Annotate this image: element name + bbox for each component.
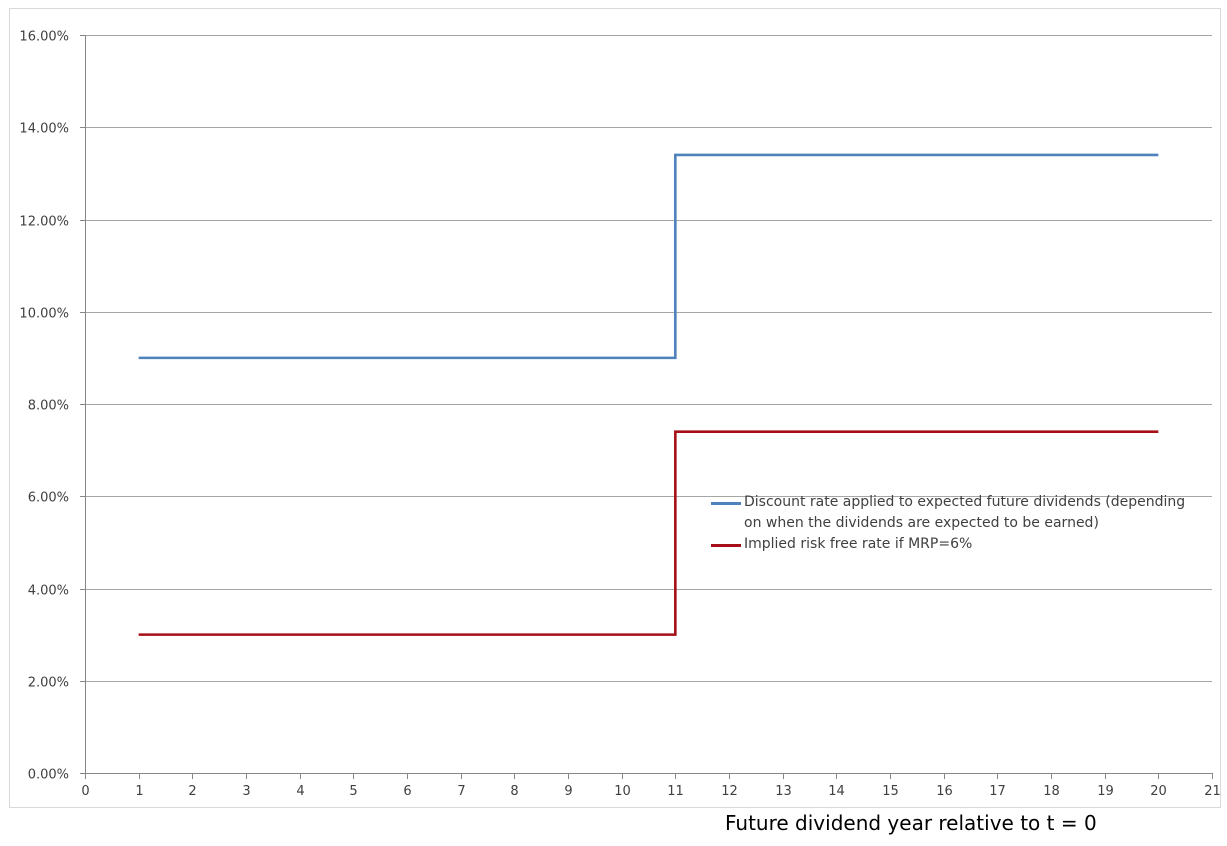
x-tick-label: 5 [349,784,357,799]
x-tick-label: 2 [188,784,196,799]
y-tick-label: 10.00% [19,307,69,322]
y-tick-label: 16.00% [19,30,69,45]
x-tick-label: 21 [1204,784,1221,799]
x-tick-label: 15 [882,784,899,799]
x-tick-label: 9 [564,784,572,799]
x-tick-label: 12 [721,784,738,799]
series-lines [138,153,1159,636]
legend-label-risk-free-rate: Implied risk free rate if MRP=6% [744,536,973,552]
gridlines [85,35,1212,682]
x-tick-label: 19 [1097,784,1114,799]
x-tick-label: 17 [989,784,1006,799]
x-tick-label: 10 [614,784,631,799]
series-line-risk-free-rate [138,430,1159,636]
y-tick-label: 6.00% [28,491,69,506]
legend-swatch-discount-rate [711,502,741,505]
chart-area [9,8,1221,808]
axes: 0.00% 2.00% 4.00% 6.00% 8.00% 10.00% 12.00% 14.… [19,30,1220,800]
x-tick-label: 0 [81,784,89,799]
x-tick-label: 20 [1150,784,1167,799]
legend-entry-risk-free-rate: Implied risk free rate if MRP=6% [708,534,1198,555]
legend-label-discount-rate: Discount rate applied to expected future… [744,494,1186,531]
y-tick-label: 0.00% [28,768,69,783]
x-tick-label: 4 [296,784,304,799]
x-tick-label: 6 [403,784,411,799]
y-tick-label: 4.00% [28,584,69,599]
x-tick-label: 14 [828,784,845,799]
x-tick-label: 8 [510,784,518,799]
x-tick-label: 11 [667,784,684,799]
x-tick-label: 18 [1043,784,1060,799]
y-tick-label: 14.00% [19,122,69,137]
x-tick-label: 1 [135,784,143,799]
x-axis-title: Future dividend year relative to t = 0 [725,811,1097,835]
y-tick-label: 12.00% [19,215,69,230]
y-tick-label: 8.00% [28,399,69,414]
legend: Discount rate applied to expected future… [708,492,1198,555]
legend-entry-discount-rate: Discount rate applied to expected future… [708,492,1198,534]
x-tick-label: 3 [242,784,250,799]
y-tick-label: 2.00% [28,676,69,691]
x-tick-label: 7 [457,784,465,799]
x-tick-label: 13 [775,784,792,799]
x-tick-label: 16 [936,784,953,799]
series-line-discount-rate [138,153,1159,360]
legend-swatch-risk-free-rate [711,544,741,547]
